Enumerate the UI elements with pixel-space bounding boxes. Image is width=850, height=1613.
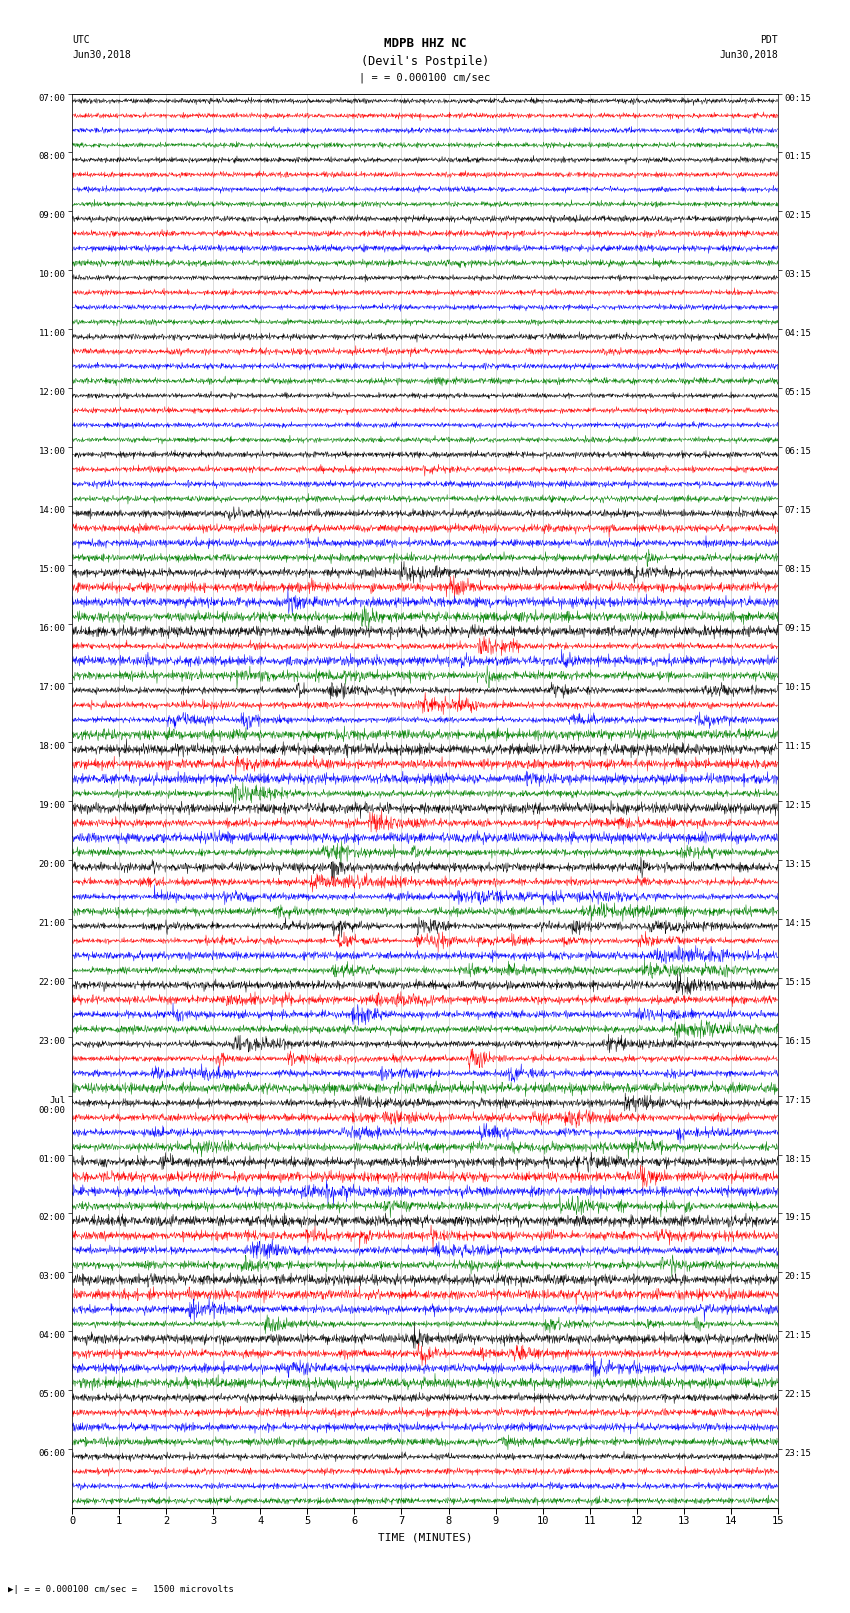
X-axis label: TIME (MINUTES): TIME (MINUTES) bbox=[377, 1532, 473, 1542]
Text: | = = 0.000100 cm/sec: | = = 0.000100 cm/sec bbox=[360, 73, 490, 84]
Text: Jun30,2018: Jun30,2018 bbox=[719, 50, 778, 60]
Text: ▶| = = 0.000100 cm/sec =   1500 microvolts: ▶| = = 0.000100 cm/sec = 1500 microvolts bbox=[8, 1584, 235, 1594]
Text: UTC: UTC bbox=[72, 35, 90, 45]
Text: PDT: PDT bbox=[760, 35, 778, 45]
Text: MDPB HHZ NC: MDPB HHZ NC bbox=[383, 37, 467, 50]
Text: (Devil's Postpile): (Devil's Postpile) bbox=[361, 55, 489, 68]
Text: Jun30,2018: Jun30,2018 bbox=[72, 50, 131, 60]
